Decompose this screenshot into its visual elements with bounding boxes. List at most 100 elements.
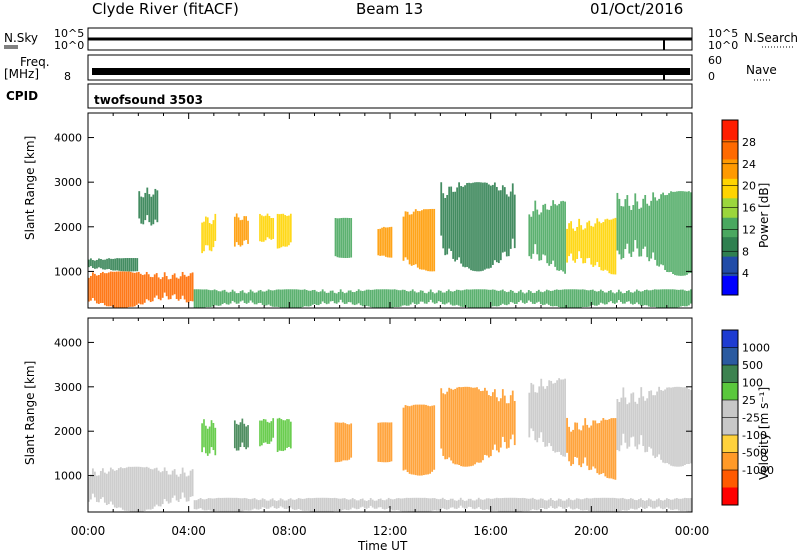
- power-colorbar-tick: 24: [742, 158, 756, 171]
- power-echo-region: [377, 226, 393, 258]
- y-tick-label: 4000: [54, 132, 82, 145]
- power-colorbar-segment: [722, 158, 738, 179]
- x-tick-label: 08:00: [272, 524, 307, 538]
- nsky-label: N.Sky: [4, 31, 39, 45]
- velocity-colorbar-tick: -100: [742, 429, 767, 442]
- velocity-echo-region: [201, 419, 217, 456]
- velocity-colorbar-segment: [722, 417, 738, 436]
- velocity-colorbar-tick: 500: [742, 359, 763, 372]
- velocity-echo-region: [402, 404, 436, 476]
- power-echo-region: [334, 217, 353, 259]
- power-colorbar: 4 8 12 16 20 24 28: [721, 119, 756, 296]
- power-echo-region: [138, 187, 159, 226]
- velocity-colorbar-segment: [722, 400, 738, 418]
- power-echo-region: [566, 217, 617, 275]
- cpid-value: twofsound 3503: [94, 93, 203, 107]
- y-tick-label: 3000: [54, 176, 82, 189]
- power-echo-region: [259, 213, 275, 242]
- axes: 00:00 04:00 08:00 12:00 16:00 20:00 00:00: [71, 524, 710, 538]
- velocity-colorbar-segment: [722, 382, 738, 401]
- x-tick-label: 12:00: [373, 524, 408, 538]
- y-tick-label: 1000: [54, 265, 82, 278]
- velocity-colorbar-tick: 1000: [742, 342, 770, 355]
- power-colorbar-segment: [722, 217, 738, 238]
- velocity-echo-region: [276, 417, 292, 453]
- velocity-colorbar-segment: [722, 435, 738, 453]
- power-colorbar-segment: [722, 275, 738, 296]
- velocity-colorbar: 1000 500 100 25 -25 -100 -500 -1000: [721, 329, 774, 506]
- y-tick-label: 3000: [54, 381, 82, 394]
- velocity-echo-region: [528, 378, 566, 457]
- power-ylabel: Slant Range [km]: [23, 135, 37, 240]
- velocity-colorbar-segment: [722, 347, 738, 366]
- y-tick-label: 1000: [54, 470, 82, 483]
- nsky-panel: [87, 27, 693, 51]
- power-echo-region: [201, 213, 217, 254]
- nsearch-label: N.Search: [744, 31, 799, 45]
- xlabel: Time UT: [358, 539, 408, 553]
- velocity-echo-region: [259, 418, 275, 447]
- nsky-tick-low: 10^0: [54, 39, 85, 52]
- velocity-colorbar-segment: [722, 330, 738, 348]
- power-colorbar-tick: 4: [742, 267, 749, 280]
- y-tick-label: 4000: [54, 336, 82, 349]
- x-tick-label: 00:00: [71, 524, 106, 538]
- velocity-echo-region: [233, 418, 249, 451]
- power-colorbar-tick: 12: [742, 223, 756, 236]
- power-echo-region: [616, 191, 692, 276]
- velocity-echo-region: [440, 386, 516, 467]
- power-echo-region: [276, 213, 292, 249]
- power-echo-region: [440, 182, 516, 272]
- power-echo-region: [193, 289, 692, 308]
- velocity-echo-region: [88, 466, 194, 512]
- power-echo-region: [528, 200, 566, 274]
- power-colorbar-segment: [722, 236, 738, 257]
- power-colorbar-tick: 8: [742, 245, 749, 258]
- power-colorbar-segment: [722, 256, 738, 277]
- power-echo-region: [88, 258, 139, 272]
- freq-unit: [MHz]: [4, 67, 40, 81]
- power-echo-region: [88, 271, 194, 308]
- nave-tick-high: 60: [708, 54, 722, 67]
- velocity-echo-region: [616, 386, 692, 467]
- velocity-panel: 1000 2000 3000 4000: [54, 317, 693, 513]
- power-colorbar-segment: [722, 178, 738, 199]
- freq-label: Freq.: [20, 55, 50, 69]
- velocity-colorbar-segment: [722, 365, 738, 383]
- velocity-colorbar-segment: [722, 470, 738, 488]
- power-colorbar-segment: [722, 120, 738, 140]
- velocity-echo-region: [193, 497, 692, 512]
- power-colorbar-tick: 20: [742, 180, 756, 193]
- cpid-label: CPID: [6, 89, 39, 103]
- power-colorbar-tick: 16: [742, 202, 756, 215]
- freq-panel: [87, 54, 693, 81]
- nave-tick-low: 0: [708, 70, 715, 83]
- station-title: Clyde River (fitACF): [92, 0, 239, 18]
- x-tick-label: 20:00: [574, 524, 609, 538]
- nsearch-tick-high: 10^5: [708, 27, 739, 40]
- velocity-echo-region: [377, 422, 393, 463]
- nsearch-tick-low: 10^0: [708, 39, 739, 52]
- x-tick-label: 16:00: [473, 524, 508, 538]
- beam-title: Beam 13: [356, 0, 424, 18]
- velocity-colorbar-tick: 25: [742, 394, 756, 407]
- velocity-colorbar-tick: 100: [742, 377, 763, 390]
- decorations: [4, 45, 794, 81]
- power-colorbar-tick: 28: [742, 136, 756, 149]
- velocity-colorbar-tick: -25: [742, 412, 760, 425]
- velocity-colorbar-tick: -500: [742, 447, 767, 460]
- y-tick-label: 2000: [54, 221, 82, 234]
- velocity-ylabel: Slant Range [km]: [23, 360, 37, 465]
- x-tick-label: 00:00: [675, 524, 710, 538]
- velocity-echo-region: [566, 417, 617, 480]
- power-panel: 1000 2000 3000 4000: [54, 112, 693, 309]
- cpid-panel: [87, 83, 693, 109]
- velocity-colorbar-segment: [722, 487, 738, 506]
- velocity-echo-region: [334, 422, 353, 463]
- nsky-tick-high: 10^5: [54, 27, 85, 40]
- date-title: 01/Oct/2016: [590, 0, 684, 18]
- power-colorbar-segment: [722, 139, 738, 160]
- power-echo-region: [402, 208, 436, 272]
- velocity-colorbar-tick: -1000: [742, 464, 774, 477]
